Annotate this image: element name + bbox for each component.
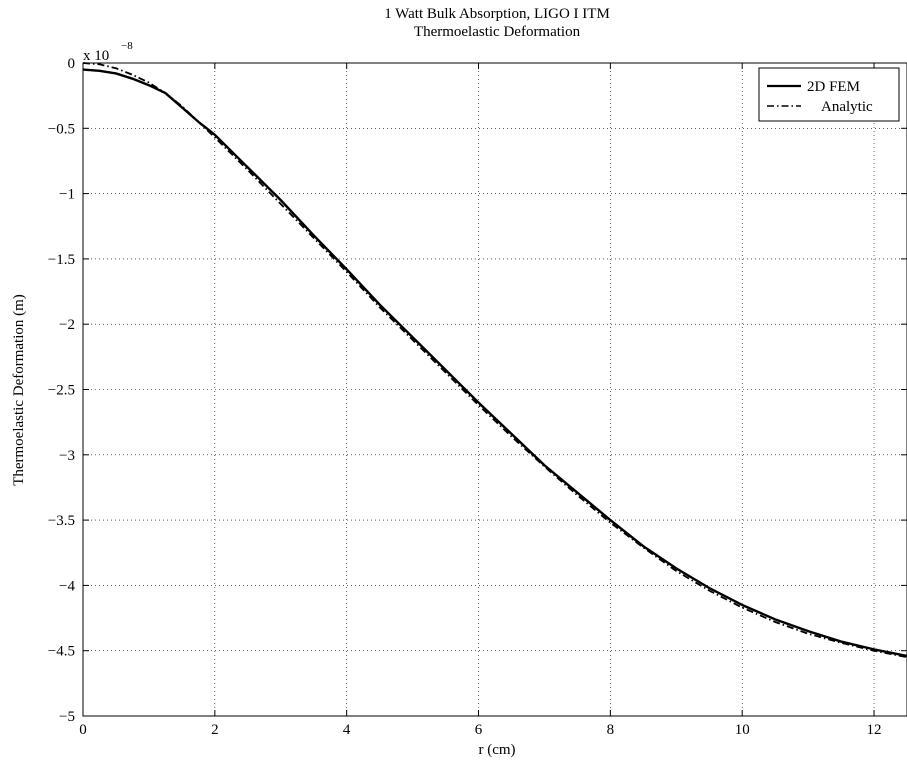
y-tick-label: −5 (59, 709, 75, 725)
y-tick-label: −3.5 (48, 513, 75, 529)
x-tick-label: 2 (211, 722, 219, 738)
legend-label-analytic: Analytic (821, 99, 873, 115)
y-tick-label: −2.5 (48, 383, 75, 399)
y-scale-exponent: −8 (121, 40, 133, 52)
y-tick-label: −1.5 (48, 252, 75, 268)
x-tick-label: 12 (867, 722, 882, 738)
chart-title: 1 Watt Bulk Absorption, LIGO I ITM (384, 6, 610, 22)
x-tick-label: 4 (343, 722, 351, 738)
x-tick-labels: 0 2 4 6 8 10 12 (79, 722, 881, 738)
x-tick-label: 8 (607, 722, 615, 738)
legend: 2D FEM Analytic (758, 67, 900, 122)
x-tick-label: 6 (475, 722, 483, 738)
y-scale-label: x 10 (83, 48, 109, 64)
chart-subtitle: Thermoelastic Deformation (414, 24, 581, 40)
y-axis-label: Thermoelastic Deformation (m) (11, 294, 27, 486)
y-tick-label: −4.5 (48, 644, 75, 660)
legend-box (758, 67, 900, 122)
y-scale-factor: x 10 (83, 48, 109, 64)
grid-lines (83, 63, 907, 716)
y-tick-label: −3 (59, 448, 75, 464)
series-line-2d-fem (82, 68, 907, 658)
y-tick-label: −2 (59, 317, 75, 333)
axis-ticks (82, 62, 907, 717)
series-lines (82, 62, 907, 659)
legend-label-2d-fem: 2D FEM (807, 79, 860, 95)
y-tick-labels: 0 −0.5 −1 −1.5 −2 −2.5 −3 −3.5 −4 −4.5 −5 (48, 56, 76, 725)
y-tick-label: −1 (59, 187, 75, 203)
x-tick-label: 0 (79, 722, 87, 738)
y-tick-label: −0.5 (48, 121, 75, 137)
y-tick-label: 0 (68, 56, 76, 72)
y-tick-label: −4 (59, 578, 75, 594)
x-tick-label: 10 (735, 722, 750, 738)
series-line-analytic (82, 62, 907, 659)
x-axis-label: r (cm) (478, 742, 515, 758)
